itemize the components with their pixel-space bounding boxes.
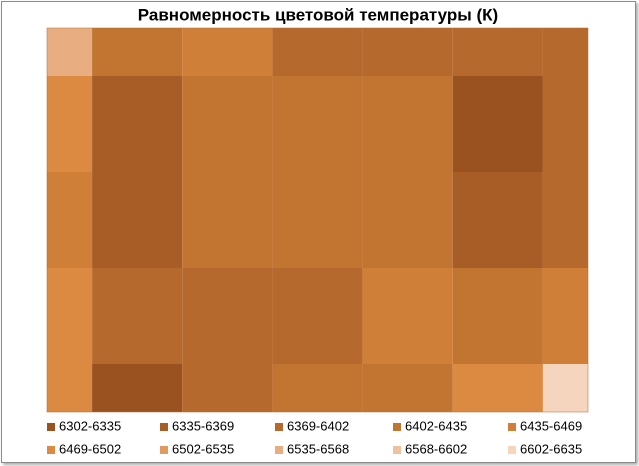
contour-cell — [47, 172, 93, 268]
contour-cell — [272, 76, 363, 172]
contour-cell — [182, 76, 273, 172]
legend-label: 6502-6535 — [172, 441, 234, 456]
contour-cell — [272, 268, 363, 364]
contour-cell — [47, 364, 93, 412]
legend-swatch — [275, 423, 283, 431]
legend-label: 6335-6369 — [172, 418, 234, 433]
contour-cell — [452, 268, 543, 364]
legend-swatch — [508, 423, 516, 431]
legend-label: 6402-6435 — [405, 418, 467, 433]
contour-cell — [182, 28, 273, 76]
legend-label: 6535-6568 — [287, 441, 349, 456]
contour-cell — [92, 76, 183, 172]
contour-cell — [272, 172, 363, 268]
contour-cell — [542, 28, 588, 76]
contour-cell — [452, 76, 543, 172]
contour-cell — [542, 76, 588, 172]
legend-swatch — [47, 423, 55, 431]
contour-cell — [47, 28, 93, 76]
contour-cell — [272, 364, 363, 412]
legend-swatch — [508, 446, 516, 454]
legend-swatch — [160, 446, 168, 454]
contour-cell — [362, 28, 453, 76]
contour-cell — [92, 28, 183, 76]
legend-swatch — [47, 446, 55, 454]
contour-cell — [452, 28, 543, 76]
legend-label: 6302-6335 — [59, 418, 121, 433]
contour-cell — [542, 268, 588, 364]
contour-cell — [92, 268, 183, 364]
contour-cell — [182, 172, 273, 268]
legend-swatch — [393, 446, 401, 454]
contour-cell — [272, 28, 363, 76]
legend-label: 6369-6402 — [287, 418, 349, 433]
legend-swatch — [160, 423, 168, 431]
contour-cell — [362, 364, 453, 412]
contour-cell — [92, 172, 183, 268]
contour-cell — [92, 364, 183, 412]
plot-area — [46, 27, 589, 413]
chart-title: Равномерность цветовой температуры (К) — [138, 5, 498, 24]
contour-cell — [47, 76, 93, 172]
contour-cell — [452, 364, 543, 412]
legend-label: 6469-6502 — [59, 441, 121, 456]
legend-label: 6602-6635 — [520, 441, 582, 456]
contour-cell — [182, 364, 273, 412]
contour-cell — [542, 172, 588, 268]
contour-cell — [362, 172, 453, 268]
contour-cell — [362, 76, 453, 172]
contour-cell — [47, 268, 93, 364]
legend-label: 6568-6602 — [405, 441, 467, 456]
legend-label: 6435-6469 — [520, 418, 582, 433]
contour-cell — [542, 364, 588, 412]
legend-swatch — [275, 446, 283, 454]
legend-swatch — [393, 423, 401, 431]
contour-cell — [182, 268, 273, 364]
contour-cell — [452, 172, 543, 268]
contour-cell — [362, 268, 453, 364]
